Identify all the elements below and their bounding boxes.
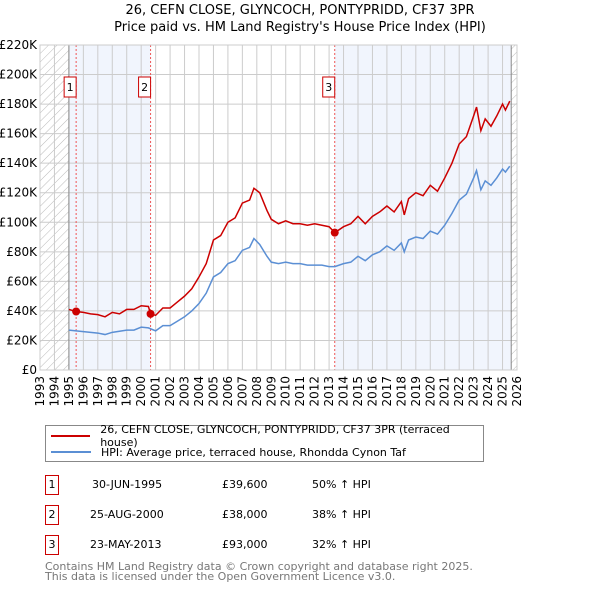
sale-date: 25-AUG-2000 [90,508,164,521]
sale-label: 3 [325,81,332,94]
y-tick-label: £20K [6,333,38,347]
y-tick-label: £0 [22,363,37,377]
x-tick-label: 2004 [192,376,206,407]
y-tick-label: £160K [0,127,38,141]
x-tick-label: 2013 [322,376,336,407]
hatched-region-end [511,45,517,370]
x-tick-label: 2002 [163,376,177,407]
legend-red-line [51,435,91,437]
x-tick-label: 1994 [47,376,61,407]
x-tick-label: 1998 [105,376,119,407]
sale-hpi-diff: 50% ↑ HPI [312,478,371,491]
x-tick-label: 2010 [279,376,293,407]
sale-price: £39,600 [222,478,268,491]
x-tick-label: 2008 [250,376,264,407]
x-tick-label: 2018 [394,376,408,407]
y-tick-label: £40K [6,304,38,318]
y-tick-label: £60K [6,274,38,288]
footer-copyright: Contains HM Land Registry data © Crown c… [45,560,473,573]
x-tick-label: 1995 [62,376,76,407]
x-tick-label: 2017 [380,376,394,407]
x-tick-label: 2021 [438,376,452,407]
x-tick-label: 2015 [351,376,365,407]
legend-blue-line [51,451,91,453]
y-tick-label: £200K [0,68,38,82]
x-tick-label: 2022 [452,376,466,407]
y-tick-label: £180K [0,97,38,111]
chart-subtitle: Price paid vs. HM Land Registry's House … [114,20,486,35]
sale-point [72,307,81,316]
x-tick-label: 1997 [91,376,105,407]
legend-property: 26, CEFN CLOSE, GLYNCOCH, PONTYPRIDD, CF… [100,423,450,449]
sale-hpi-diff: 38% ↑ HPI [312,508,371,521]
legend: 26, CEFN CLOSE, GLYNCOCH, PONTYPRIDD, CF… [45,423,484,462]
property-price-line [68,100,511,318]
legend-hpi: HPI: Average price, terraced house, Rhon… [101,445,406,459]
x-tick-label: 2012 [308,376,322,407]
x-tick-label: 2025 [496,376,510,407]
y-tick-label: £100K [0,215,38,229]
sale-label: 1 [67,81,74,94]
shaded-period-3 [334,45,512,370]
y-tick-label: £140K [0,156,38,170]
sale-row: 3 23-MAY-2013 £93,000 32% ↑ HPI [45,535,445,555]
x-tick-label: 2024 [481,376,495,407]
x-tick-label: 2020 [423,376,437,407]
x-tick-label: 2005 [206,376,220,407]
x-tick-label: 2009 [264,376,278,407]
x-tick-label: 2003 [178,376,192,407]
y-tick-label: £80K [6,245,38,259]
sale-price: £93,000 [222,538,268,551]
x-tick-label: 2023 [467,376,481,407]
x-tick-label: 2016 [365,376,379,407]
x-tick-label: 2000 [134,376,148,407]
plot-border [39,44,518,371]
x-tick-label: 1996 [76,376,90,407]
shaded-period-1 [68,45,151,370]
sale-date: 30-JUN-1995 [92,478,163,491]
sale-price: £38,000 [222,508,268,521]
x-tick-label: 2011 [293,376,307,407]
x-tick-label: 2019 [409,376,423,407]
chart-title: 26, CEFN CLOSE, GLYNCOCH, PONTYPRIDD, CF… [125,3,475,18]
sale-label: 2 [141,81,148,94]
x-tick-label: 2014 [337,376,351,407]
sale-marker-number: 3 [45,535,59,555]
sale-marker-number: 2 [45,505,59,525]
sale-marker-number: 1 [45,475,59,495]
sale-point [146,309,155,318]
sale-row: 1 30-JUN-1995 £39,600 50% ↑ HPI [45,475,445,495]
sale-label-box [63,76,77,98]
sale-label-box [138,76,152,98]
y-tick-label: £220K [0,38,38,52]
x-tick-label: 1999 [120,376,134,407]
price-chart: 1993 1994 1995 1996 1997 1998 1999 2000 2001 2002… [0,38,524,407]
x-tick-label: 1993 [33,376,47,407]
x-tick-label: 2026 [510,376,524,407]
x-tick-label: 2007 [235,376,249,407]
x-tick-label: 2001 [149,376,163,407]
hpi-line [68,165,511,336]
footer-licence: This data is licensed under the Open Gov… [45,570,396,583]
y-tick-label: £120K [0,186,38,200]
sale-date: 23-MAY-2013 [90,538,162,551]
sale-hpi-diff: 32% ↑ HPI [312,538,371,551]
sale-label-box [322,76,336,98]
x-tick-label: 2006 [221,376,235,407]
sale-point [330,228,339,237]
sale-row: 2 25-AUG-2000 £38,000 38% ↑ HPI [45,505,445,525]
